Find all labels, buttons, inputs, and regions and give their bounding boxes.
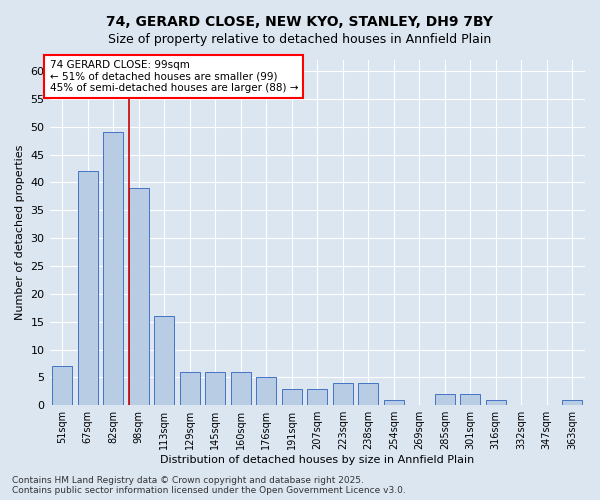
Bar xyxy=(256,378,277,405)
Bar xyxy=(154,316,175,405)
Bar xyxy=(307,388,328,405)
Bar xyxy=(77,172,98,405)
Bar xyxy=(383,400,404,405)
Bar xyxy=(332,383,353,405)
Bar xyxy=(179,372,200,405)
Text: 74 GERARD CLOSE: 99sqm
← 51% of detached houses are smaller (99)
45% of semi-det: 74 GERARD CLOSE: 99sqm ← 51% of detached… xyxy=(50,60,298,93)
X-axis label: Distribution of detached houses by size in Annfield Plain: Distribution of detached houses by size … xyxy=(160,455,475,465)
Bar xyxy=(562,400,583,405)
Bar xyxy=(128,188,149,405)
Bar xyxy=(358,383,379,405)
Bar xyxy=(103,132,124,405)
Bar xyxy=(281,388,302,405)
Bar xyxy=(52,366,73,405)
Bar xyxy=(485,400,506,405)
Text: Contains HM Land Registry data © Crown copyright and database right 2025.
Contai: Contains HM Land Registry data © Crown c… xyxy=(12,476,406,495)
Bar xyxy=(460,394,481,405)
Bar xyxy=(230,372,251,405)
Text: 74, GERARD CLOSE, NEW KYO, STANLEY, DH9 7BY: 74, GERARD CLOSE, NEW KYO, STANLEY, DH9 … xyxy=(107,15,493,29)
Y-axis label: Number of detached properties: Number of detached properties xyxy=(15,145,25,320)
Text: Size of property relative to detached houses in Annfield Plain: Size of property relative to detached ho… xyxy=(109,32,491,46)
Bar xyxy=(434,394,455,405)
Bar xyxy=(205,372,226,405)
